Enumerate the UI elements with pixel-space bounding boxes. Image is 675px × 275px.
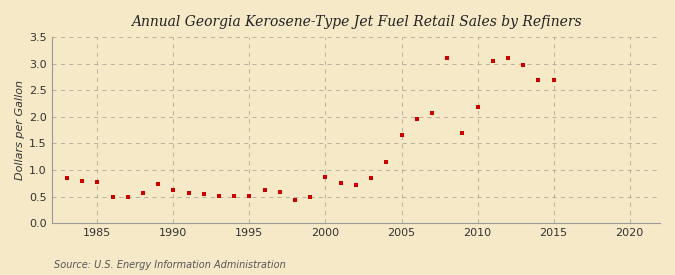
Point: [381, 160, 392, 164]
Point: [290, 198, 300, 202]
Point: [320, 175, 331, 179]
Text: Source: U.S. Energy Information Administration: Source: U.S. Energy Information Administ…: [54, 260, 286, 270]
Point: [548, 78, 559, 82]
Point: [92, 180, 103, 185]
Point: [153, 182, 163, 186]
Point: [107, 194, 118, 199]
Point: [533, 78, 544, 82]
Point: [183, 191, 194, 195]
Point: [305, 194, 316, 199]
Point: [441, 56, 452, 60]
Point: [503, 56, 514, 60]
Point: [487, 59, 498, 63]
Point: [275, 190, 286, 194]
Point: [138, 191, 148, 195]
Point: [229, 193, 240, 198]
Point: [122, 194, 133, 199]
Point: [244, 193, 255, 198]
Point: [411, 117, 422, 121]
Point: [350, 183, 361, 187]
Point: [259, 188, 270, 192]
Point: [518, 62, 529, 67]
Point: [472, 105, 483, 109]
Point: [198, 192, 209, 196]
Point: [61, 176, 72, 181]
Y-axis label: Dollars per Gallon: Dollars per Gallon: [15, 80, 25, 180]
Point: [214, 193, 225, 198]
Point: [168, 188, 179, 192]
Point: [366, 176, 377, 181]
Point: [77, 178, 88, 183]
Point: [457, 131, 468, 135]
Title: Annual Georgia Kerosene-Type Jet Fuel Retail Sales by Refiners: Annual Georgia Kerosene-Type Jet Fuel Re…: [130, 15, 581, 29]
Point: [335, 181, 346, 185]
Point: [396, 133, 407, 138]
Point: [427, 111, 437, 115]
